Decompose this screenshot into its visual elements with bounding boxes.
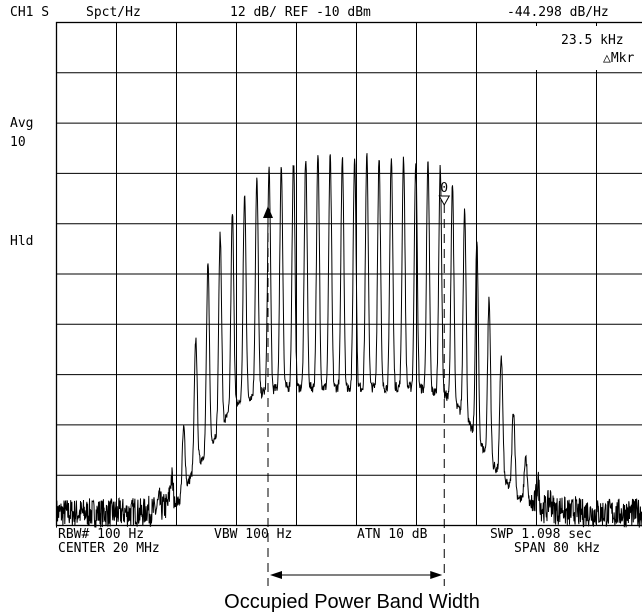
marker-box xyxy=(520,26,642,70)
hold-label: Hld xyxy=(10,234,33,249)
span-label: SPAN 80 kHz xyxy=(514,541,600,556)
channel-label: CH1 S xyxy=(10,5,49,20)
arrow-right-icon xyxy=(430,571,443,579)
avg-count: 10 xyxy=(10,135,26,150)
marker-delta-label: △Mkr xyxy=(603,51,634,66)
marker-freq: 23.5 kHz xyxy=(561,33,624,48)
atn-label: ATN 10 dB xyxy=(357,527,428,542)
arrow-left-icon xyxy=(270,571,282,579)
spectrum-trace xyxy=(56,153,642,528)
marker-down-triangle-icon xyxy=(438,195,451,207)
center-label: CENTER 20 MHz xyxy=(58,541,160,556)
vbw-label: VBW 100 Hz xyxy=(214,527,292,542)
marker-readout: -44.298 dB/Hz xyxy=(507,5,609,20)
marker-up-triangle-icon xyxy=(263,206,273,218)
plot-frame xyxy=(55,21,642,527)
caption: Occupied Power Band Width xyxy=(224,591,480,613)
rbw-label: RBW# 100 Hz xyxy=(58,527,144,542)
obw-markers: 0 xyxy=(263,181,451,586)
marker-zero-label: 0 xyxy=(440,181,448,196)
graticule xyxy=(56,22,642,526)
units-label: Spct/Hz xyxy=(86,5,141,20)
swp-label: SWP 1.098 sec xyxy=(490,527,592,542)
avg-label: Avg xyxy=(10,116,33,131)
scale-label: 12 dB/ REF -10 dBm xyxy=(230,5,371,20)
